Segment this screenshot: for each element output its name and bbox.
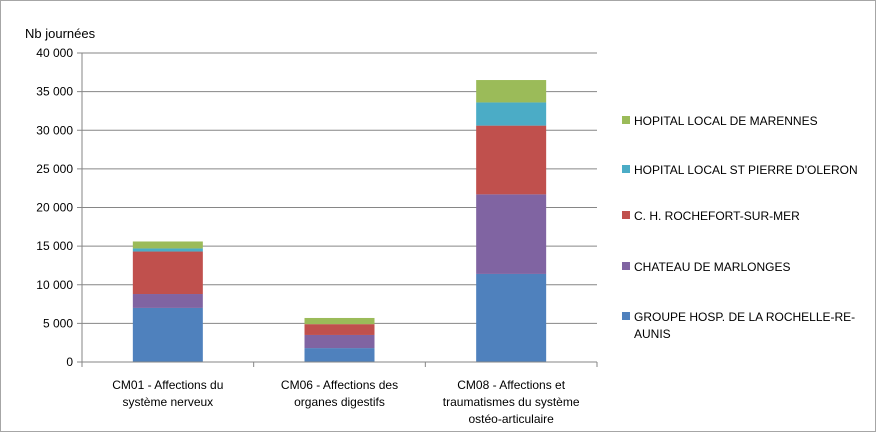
- y-tick-label: 15 000: [36, 239, 73, 253]
- y-axis-label: Nb journées: [25, 26, 96, 41]
- legend-swatch: [622, 165, 630, 173]
- y-tick-label: 35 000: [36, 85, 73, 99]
- bar-segment: [304, 348, 375, 362]
- category-label: système nerveux: [122, 395, 213, 409]
- y-tick-label: 20 000: [36, 201, 73, 215]
- legend-label: AUNIS: [634, 327, 671, 341]
- legend-label: HOPITAL LOCAL ST PIERRE D'OLERON: [634, 163, 858, 177]
- bar-segment: [476, 273, 547, 362]
- y-tick-label: 30 000: [36, 123, 73, 137]
- category-labels: CM01 - Affections du système nerveux CM06 …: [112, 378, 580, 426]
- bar-segment: [476, 194, 547, 274]
- bars: [132, 80, 547, 362]
- category-label: organes digestifs: [294, 395, 385, 409]
- y-tick-label: 5 000: [43, 316, 73, 330]
- y-tick-label: 0: [66, 355, 73, 369]
- bar-segment: [476, 125, 547, 195]
- category-label: ostéo-articulaire: [468, 412, 554, 426]
- y-tick-label: 40 000: [36, 46, 73, 60]
- legend: HOPITAL LOCAL DE MARENNES HOPITAL LOCAL S…: [622, 114, 858, 341]
- bar-segment: [304, 334, 375, 349]
- legend-label: C. H. ROCHEFORT-SUR-MER: [634, 209, 800, 223]
- bar-segment: [132, 307, 203, 362]
- y-tick-label: 10 000: [36, 278, 73, 292]
- bar-segment: [304, 317, 375, 325]
- legend-label: CHATEAU DE MARLONGES: [634, 260, 790, 274]
- legend-swatch: [622, 211, 630, 219]
- bar-segment: [132, 248, 203, 252]
- legend-swatch: [622, 312, 630, 320]
- y-tick-label: 25 000: [36, 162, 73, 176]
- category-label: CM06 - Affections des: [281, 378, 398, 392]
- category-label: CM08 - Affections et: [457, 378, 565, 392]
- category-label: traumatismes du système: [443, 395, 580, 409]
- legend-label: GROUPE HOSP. DE LA ROCHELLE-RE-: [634, 310, 855, 324]
- bar-segment: [476, 102, 547, 126]
- bar-segment: [132, 251, 203, 295]
- axes: [81, 53, 598, 367]
- category-label: CM01 - Affections du: [112, 378, 223, 392]
- bar-segment: [476, 80, 547, 103]
- bar-segment: [304, 324, 375, 335]
- y-tick-labels: 0 5 000 10 000 15 000 20 000 25 000 30 000 35 0…: [36, 46, 73, 369]
- legend-label: HOPITAL LOCAL DE MARENNES: [634, 114, 818, 128]
- bar-segment: [132, 241, 203, 249]
- legend-swatch: [622, 116, 630, 124]
- bar-segment: [132, 294, 203, 308]
- legend-swatch: [622, 262, 630, 270]
